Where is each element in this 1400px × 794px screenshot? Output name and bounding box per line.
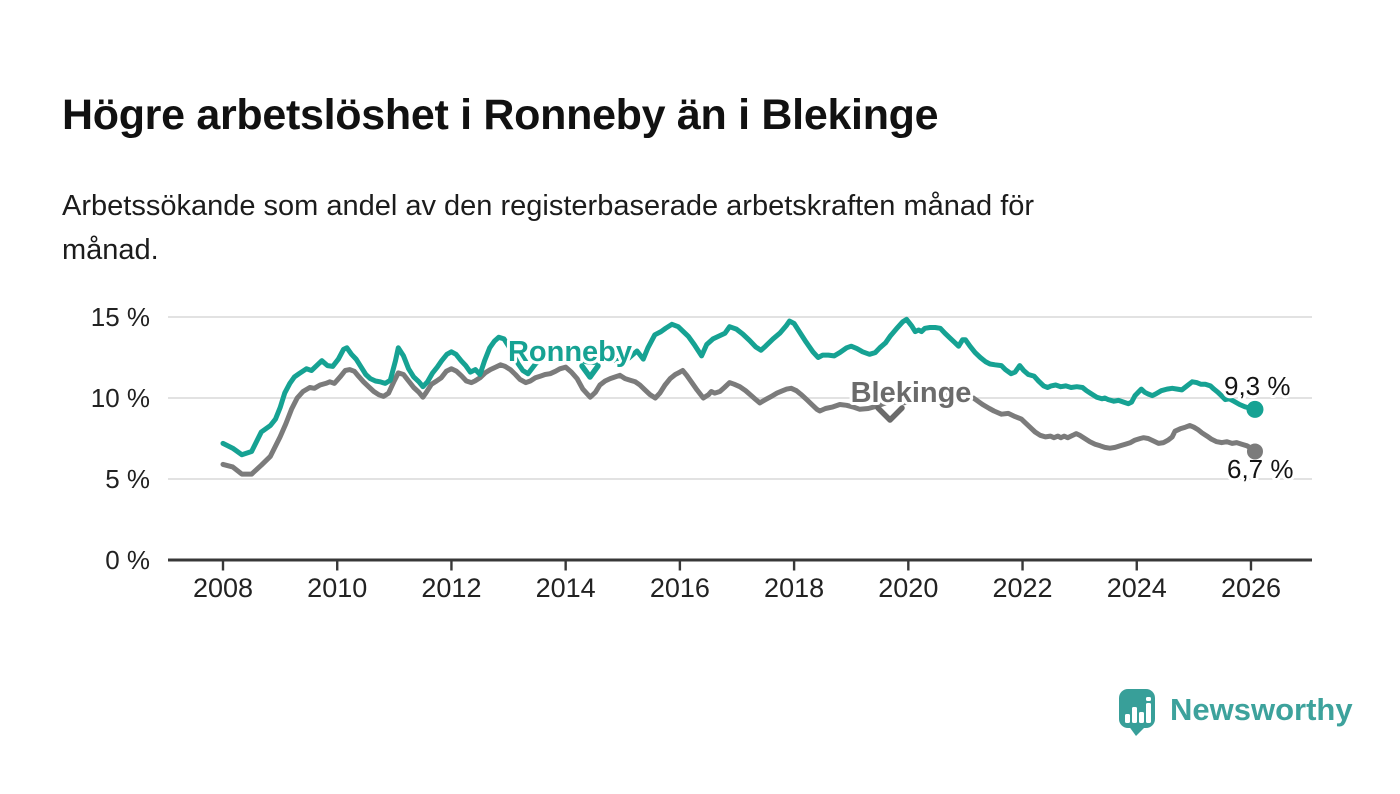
x-axis-tick-label: 2024 — [1107, 573, 1167, 603]
end-value-label-ronneby: 9,3 % — [1224, 371, 1291, 401]
logo-bubble-tail — [1128, 725, 1147, 736]
x-axis-tick-label: 2020 — [878, 573, 938, 603]
chart-subtitle-line2: månad. — [62, 234, 159, 267]
newsworthy-logo: Newsworthy — [1116, 686, 1376, 742]
logo-exclamation-bar — [1146, 703, 1151, 723]
y-axis-tick-label: 10 % — [91, 383, 150, 413]
y-axis-tick-label: 15 % — [91, 302, 150, 332]
x-axis-tick-label: 2008 — [193, 573, 253, 603]
series-line-blekinge — [220, 362, 1258, 477]
newsworthy-brand-text: Newsworthy — [1170, 692, 1353, 727]
logo-bar-2 — [1132, 707, 1137, 723]
series-label-blekinge: Blekinge — [851, 377, 972, 409]
logo-bar-3 — [1139, 712, 1144, 723]
x-axis-tick-label: 2018 — [764, 573, 824, 603]
chart-subtitle: Arbetssökande som andel av den registerb… — [62, 184, 1282, 272]
y-axis-tick-label: 0 % — [105, 545, 150, 575]
logo-bar-1 — [1125, 714, 1130, 723]
x-axis-tick-label: 2026 — [1221, 573, 1281, 603]
end-value-label-blekinge: 6,7 % — [1227, 454, 1294, 484]
end-dot-blekinge — [1246, 443, 1263, 460]
logo-exclamation-dot — [1146, 697, 1151, 701]
x-axis-tick-label: 2012 — [421, 573, 481, 603]
x-axis-tick-label: 2014 — [536, 573, 596, 603]
series-label-ronneby: Ronneby — [508, 336, 632, 368]
x-axis-tick-label: 2022 — [993, 573, 1053, 603]
y-axis-tick-label: 5 % — [105, 464, 150, 494]
series-label-caret-ronneby — [579, 363, 601, 380]
chart-subtitle-line1: Arbetssökande som andel av den registerb… — [62, 190, 1035, 222]
page-title: Högre arbetslöshet i Ronneby än i Blekin… — [62, 90, 939, 139]
series-label-caret-blekinge — [875, 405, 905, 423]
x-axis-tick-label: 2016 — [650, 573, 710, 603]
series-line-ronneby — [220, 316, 1258, 458]
newsworthy-logo-icon — [1119, 689, 1155, 736]
end-dot-ronneby — [1246, 400, 1264, 418]
x-axis-tick-label: 2010 — [307, 573, 367, 603]
